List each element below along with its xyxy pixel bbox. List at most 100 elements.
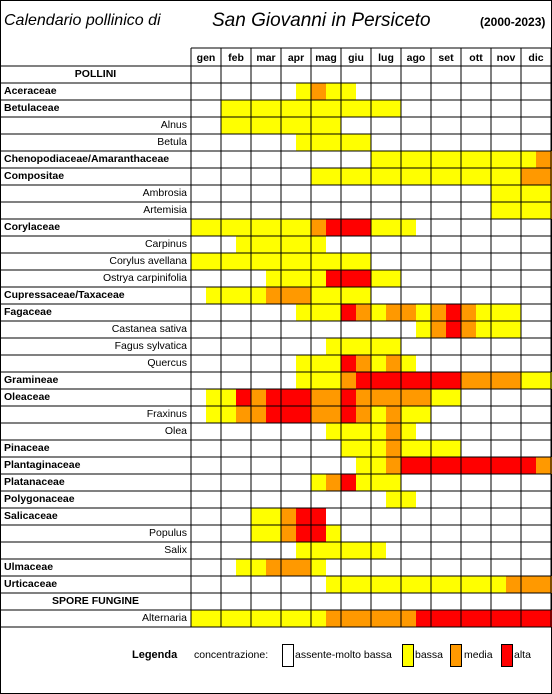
month-mag: mag — [315, 52, 337, 64]
cell-13-0 — [206, 287, 266, 304]
cell-20-4 — [341, 406, 356, 423]
cell-14-7 — [446, 304, 461, 321]
row-label-pinaceae: Pinaceae — [4, 442, 50, 454]
cell-19-1 — [236, 389, 251, 406]
cell-15-4 — [476, 321, 521, 338]
month-mar: mar — [256, 52, 276, 64]
cell-9-2 — [326, 219, 371, 236]
cell-6-0 — [311, 168, 521, 185]
title-prefix: Calendario pollinico di — [4, 12, 161, 29]
cell-1-1 — [311, 83, 326, 100]
row-label-cupressaceae-taxaceae: Cupressaceae/Taxaceae — [4, 289, 125, 301]
month-giu: giu — [348, 52, 364, 64]
cell-19-3 — [266, 389, 311, 406]
cell-14-9 — [476, 304, 521, 321]
row-label-olea: Olea — [164, 425, 187, 437]
row-label-carpinus: Carpinus — [144, 238, 187, 250]
cell-21-0 — [326, 423, 386, 440]
cell-15-1 — [431, 321, 446, 338]
cell-18-2 — [356, 372, 461, 389]
cell-17-1 — [341, 355, 356, 372]
cell-32-0 — [191, 610, 326, 627]
legend-swatch-medium — [450, 644, 462, 667]
cell-18-0 — [296, 372, 341, 389]
month-nov: nov — [496, 52, 516, 64]
cell-1-0 — [296, 83, 311, 100]
cell-14-8 — [461, 304, 476, 321]
cell-15-2 — [446, 321, 461, 338]
cell-24-0 — [311, 474, 326, 491]
cell-20-6 — [371, 406, 386, 423]
cell-14-5 — [416, 304, 431, 321]
row-label-corylaceae: Corylaceae — [4, 221, 61, 233]
cell-4-0 — [296, 134, 371, 151]
cell-20-2 — [266, 406, 311, 423]
cell-5-0 — [371, 151, 536, 168]
cell-19-6 — [356, 389, 371, 406]
legend-swatch-high — [501, 644, 513, 667]
cell-26-1 — [281, 508, 296, 525]
cell-12-0 — [266, 270, 326, 287]
cell-14-6 — [431, 304, 446, 321]
cell-21-1 — [386, 423, 401, 440]
legend-label-medium: media — [464, 649, 493, 661]
month-gen: gen — [196, 52, 216, 64]
cell-14-2 — [356, 304, 371, 321]
cell-12-1 — [326, 270, 371, 287]
row-label-alternaria: Alternaria — [142, 612, 187, 624]
cell-18-1 — [341, 372, 356, 389]
cell-32-2 — [416, 610, 552, 627]
cell-14-0 — [296, 304, 341, 321]
row-label-fagaceae: Fagaceae — [4, 306, 52, 318]
legend-label-high: alta — [514, 649, 531, 661]
month-ago: ago — [406, 52, 426, 64]
legend-swatch-low — [402, 644, 414, 667]
row-label-chenopodiaceae-amaranthaceae: Chenopodiaceae/Amaranthaceae — [4, 153, 170, 165]
cell-24-3 — [356, 474, 401, 491]
row-label-ulmaceae: Ulmaceae — [4, 561, 54, 573]
cell-27-0 — [251, 525, 281, 542]
cell-29-2 — [281, 559, 311, 576]
page-title: San Giovanni in Persiceto — [212, 10, 431, 31]
cell-9-1 — [311, 219, 326, 236]
cell-19-5 — [341, 389, 356, 406]
cell-26-0 — [251, 508, 281, 525]
row-label-polygonaceae: Polygonaceae — [4, 493, 75, 505]
cell-24-1 — [326, 474, 341, 491]
cell-14-3 — [371, 304, 386, 321]
cell-23-1 — [386, 457, 401, 474]
cell-13-2 — [281, 287, 311, 304]
legend-title: Legenda — [132, 649, 178, 661]
row-label-populus: Populus — [149, 527, 187, 539]
cell-17-5 — [401, 355, 416, 372]
cell-18-4 — [521, 372, 552, 389]
cell-20-7 — [386, 406, 401, 423]
month-ott: ott — [469, 52, 483, 64]
row-label-fagus-sylvatica: Fagus sylvatica — [114, 340, 187, 352]
cell-20-3 — [311, 406, 341, 423]
row-label-corylus-avellana: Corylus avellana — [109, 255, 187, 267]
cell-29-3 — [311, 559, 326, 576]
row-label-artemisia: Artemisia — [143, 204, 187, 216]
row-label-quercus: Quercus — [147, 357, 187, 369]
month-dic: dic — [528, 52, 544, 64]
cell-19-8 — [431, 389, 461, 406]
month-apr: apr — [287, 52, 305, 64]
cell-30-1 — [506, 576, 552, 593]
row-label-pollini: POLLINI — [74, 68, 117, 80]
cell-23-2 — [401, 457, 536, 474]
row-label-compositae: Compositae — [4, 170, 65, 182]
row-label-salix: Salix — [164, 544, 187, 556]
legend-swatch-absent — [282, 644, 294, 667]
cell-17-4 — [386, 355, 401, 372]
cell-30-0 — [326, 576, 506, 593]
cell-19-2 — [251, 389, 266, 406]
title-years: (2000-2023) — [480, 15, 546, 29]
month-set: set — [438, 52, 454, 64]
cell-17-0 — [296, 355, 341, 372]
cell-20-8 — [401, 406, 431, 423]
cell-15-3 — [461, 321, 476, 338]
cell-27-3 — [326, 525, 341, 542]
cell-12-2 — [371, 270, 401, 287]
cell-22-0 — [341, 440, 386, 457]
